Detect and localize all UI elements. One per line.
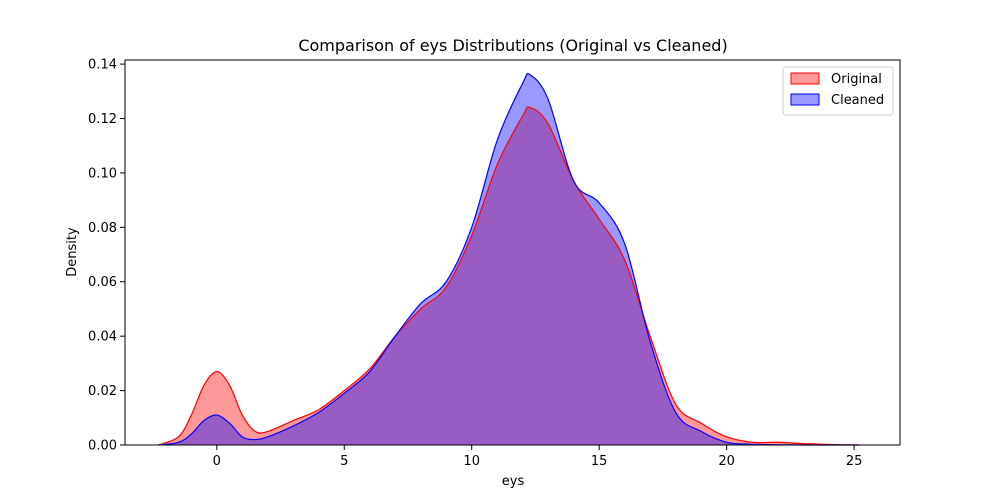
y-axis-label: Density [65, 227, 80, 277]
y-tick-label: 0.04 [88, 330, 117, 345]
x-tick-label: 25 [846, 454, 863, 469]
x-axis-label: eys [502, 474, 525, 489]
x-tick-label: 0 [213, 454, 221, 469]
legend-label-original: Original [831, 72, 882, 87]
legend-label-cleaned: Cleaned [831, 93, 884, 108]
x-tick-label: 20 [718, 454, 735, 469]
y-tick-label: 0.00 [88, 439, 117, 454]
y-tick-label: 0.10 [88, 166, 117, 181]
chart-title: Comparison of eys Distributions (Origina… [298, 36, 727, 55]
y-tick-label: 0.12 [88, 112, 117, 127]
legend-swatch-cleaned [790, 93, 820, 106]
x-axis-ticks: 0 5 10 15 20 25 [213, 445, 863, 469]
density-line-original [157, 106, 860, 446]
plot-frame [124, 59, 901, 446]
legend-box [782, 66, 894, 116]
y-tick-label: 0.08 [88, 221, 117, 236]
x-tick-label: 10 [463, 454, 480, 469]
y-tick-label: 0.06 [88, 275, 117, 290]
density-areas [157, 72, 860, 446]
y-tick-label: 0.14 [88, 58, 117, 73]
legend-swatch-original [790, 72, 820, 85]
area-fill-cleaned [158, 73, 860, 446]
area-fill-original [158, 106, 860, 445]
y-axis-ticks: 0.00 0.02 0.04 0.06 0.08 0.10 0.12 0.14 [88, 58, 125, 454]
legend: Original Cleaned [782, 66, 894, 116]
x-tick-label: 5 [340, 454, 348, 469]
x-tick-label: 15 [591, 454, 608, 469]
density-line-cleaned [158, 72, 860, 446]
y-tick-label: 0.02 [88, 384, 117, 399]
